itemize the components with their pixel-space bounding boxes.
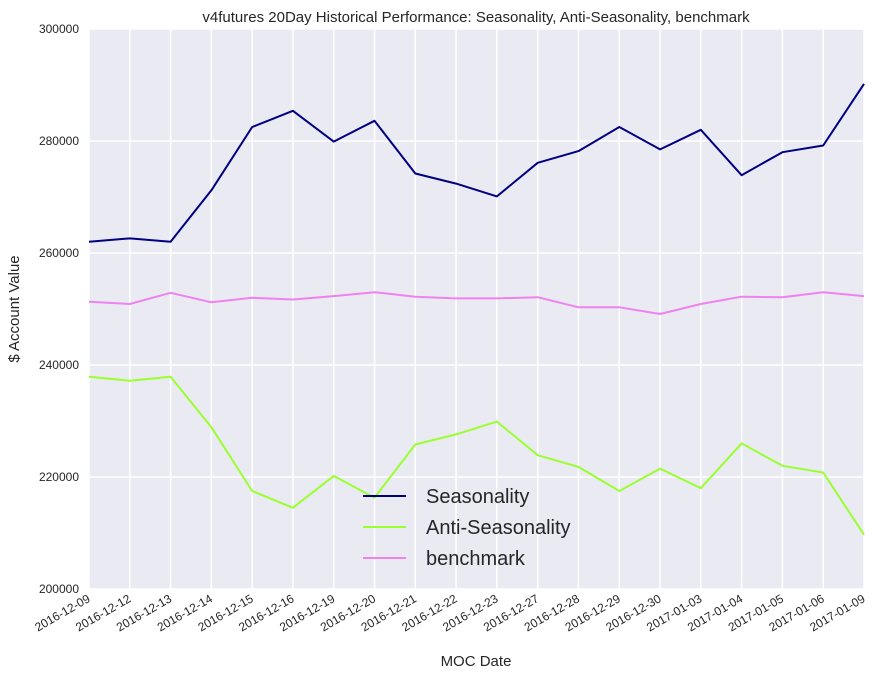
y-axis-ticks: 200000 220000 240000 260000 280000 300000 [39, 22, 79, 596]
series-lines [88, 83, 865, 536]
y-tick-label: 260000 [39, 246, 79, 260]
legend-label: benchmark [426, 548, 526, 570]
series-line-benchmark [88, 291, 865, 315]
grid-lines [88, 28, 865, 590]
y-tick-label: 200000 [39, 582, 79, 596]
y-tick-label: 220000 [39, 470, 79, 484]
y-tick-label: 280000 [39, 134, 79, 148]
y-tick-label: 240000 [39, 358, 79, 372]
legend-label: Seasonality [426, 486, 529, 508]
series-line-seasonality [88, 83, 865, 243]
x-axis-label: MOC Date [441, 653, 512, 670]
series-line-anti-seasonality [88, 375, 865, 536]
chart-title: v4futures 20Day Historical Performance: … [202, 9, 750, 26]
plot-background [89, 29, 864, 589]
y-axis-label: $ Account Value [6, 255, 23, 362]
legend-label: Anti-Seasonality [426, 517, 571, 539]
x-axis-ticks: 2016-12-092016-12-122016-12-132016-12-14… [32, 591, 867, 634]
y-tick-label: 300000 [39, 22, 79, 36]
legend: Seasonality Anti-Seasonality benchmark [363, 486, 571, 570]
